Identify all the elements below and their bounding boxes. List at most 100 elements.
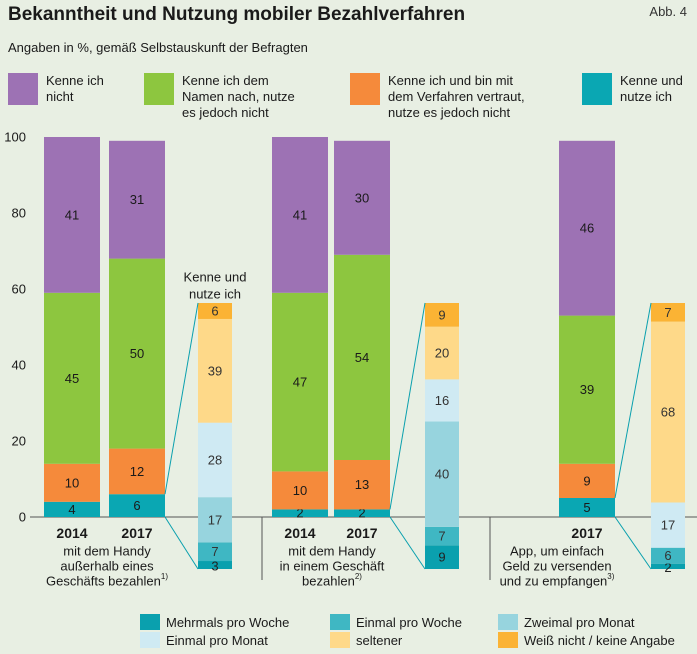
legend-item-einmal-monat: Einmal pro Monat: [140, 632, 268, 648]
bar-value-label: 2: [296, 506, 303, 521]
bar-value-label: 40: [435, 467, 449, 482]
legend-swatch: [498, 614, 518, 630]
detail-segment-einmal-monat: [425, 379, 459, 422]
bar-segment-kenne-vertraut: [272, 471, 328, 510]
detail-segment-einmal-woche: [425, 526, 459, 546]
detail-segment-seltener: [425, 326, 459, 380]
year-label: 2017: [346, 525, 377, 541]
legend-item-kenne-nutze: Kenne und nutze ich: [582, 73, 683, 105]
legend-swatch: [498, 632, 518, 648]
bar-segment-kenne-nicht: [334, 140, 390, 255]
detail-segment-mehrmals-woche: [651, 563, 685, 569]
bar-value-label: 46: [580, 221, 594, 236]
group-label: App, um einfach: [510, 544, 604, 559]
figure-reference: Abb. 4: [649, 4, 687, 19]
chart-subtitle: Angaben in %, gemäß Selbstauskunft der B…: [8, 40, 308, 55]
legend-label: Einmal pro Woche: [356, 614, 462, 630]
legend-swatch: [144, 73, 174, 105]
connector-line: [389, 516, 426, 570]
detail-segment-einmal-woche: [198, 542, 232, 562]
legend-item-mehrmals-woche: Mehrmals pro Woche: [140, 614, 289, 630]
group-label: mit dem Handy: [63, 544, 151, 559]
bar-value-label: 47: [293, 375, 307, 390]
bar-value-label: 50: [130, 346, 144, 361]
detail-segment-seltener: [198, 318, 232, 423]
footnote-marker: 3): [607, 572, 614, 581]
bar-value-label: 7: [664, 305, 671, 320]
bar-value-label: 17: [661, 518, 675, 533]
bar-value-label: 6: [664, 548, 671, 563]
legend-label: Zweimal pro Monat: [524, 614, 635, 630]
group-label: Geld zu versenden: [502, 559, 611, 574]
detail-segment-weiss-nicht: [651, 303, 685, 322]
bar-value-label: 12: [130, 464, 144, 479]
y-tick-label: 20: [12, 434, 26, 449]
connector-line: [164, 302, 199, 495]
bar-segment-kenne-nicht: [109, 140, 165, 259]
bar-value-label: 9: [438, 307, 445, 322]
detail-bar-title: nutze ich: [189, 287, 241, 302]
bar-value-label: 31: [130, 192, 144, 207]
legend-item-weiss-nicht: Weiß nicht / keine Angabe: [498, 632, 675, 648]
detail-segment-weiss-nicht: [198, 303, 232, 319]
bar-value-label: 13: [355, 477, 369, 492]
legend-swatch: [330, 632, 350, 648]
stacked-bar-chart: 0204060801004104541201461250312017371728…: [4, 130, 697, 589]
bar-segment-kenne-namen: [559, 315, 615, 464]
connector-line: [164, 516, 199, 570]
connector-line: [614, 516, 652, 570]
bar-value-label: 30: [355, 190, 369, 205]
legend-top: Kenne ich nicht Kenne ich dem Namen nach…: [0, 73, 697, 125]
legend-bottom: Mehrmals pro Woche Einmal pro Woche Zwei…: [140, 610, 697, 652]
bar-segment-kenne-nutze: [559, 498, 615, 517]
legend-label: Einmal pro Monat: [166, 632, 268, 648]
bar-segment-kenne-namen: [272, 292, 328, 472]
bar-value-label: 9: [438, 550, 445, 565]
detail-segment-zweimal-monat: [425, 421, 459, 527]
bar-value-label: 10: [65, 475, 79, 490]
chart-title: Bekanntheit und Nutzung mobiler Bezahlve…: [8, 4, 466, 25]
bar-segment-kenne-vertraut: [559, 463, 615, 498]
y-tick-label: 60: [12, 282, 26, 297]
detail-segment-mehrmals-woche: [425, 545, 459, 569]
bar-value-label: 6: [211, 303, 218, 318]
legend-label: Kenne ich und bin mit dem Verfahren vert…: [388, 73, 525, 120]
y-tick-label: 80: [12, 206, 26, 221]
bar-value-label: 41: [293, 207, 307, 222]
detail-segment-zweimal-monat: [198, 497, 232, 543]
legend-swatch: [330, 614, 350, 630]
bar-segment-kenne-namen: [334, 254, 390, 460]
year-label: 2014: [284, 525, 315, 541]
legend-item-seltener: seltener: [330, 632, 402, 648]
detail-bar-title: Kenne und: [184, 270, 247, 285]
group-label: und zu empfangen3): [500, 572, 615, 589]
y-tick-label: 0: [19, 510, 26, 525]
footnote-marker: 1): [161, 572, 168, 581]
bar-value-label: 45: [65, 371, 79, 386]
legend-label: Kenne ich dem Namen nach, nutze es jedoc…: [182, 73, 295, 120]
legend-item-kenne-namen: Kenne ich dem Namen nach, nutze es jedoc…: [144, 73, 295, 121]
bar-value-label: 2: [358, 506, 365, 521]
connector-line: [614, 302, 652, 499]
bar-value-label: 17: [208, 512, 222, 527]
bar-value-label: 10: [293, 483, 307, 498]
bar-value-label: 41: [65, 207, 79, 222]
group-label: Geschäfts bezahlen1): [46, 572, 168, 589]
bar-value-label: 7: [211, 544, 218, 559]
legend-swatch: [8, 73, 38, 105]
bar-segment-kenne-nicht: [559, 140, 615, 316]
bar-value-label: 20: [435, 346, 449, 361]
bar-segment-kenne-vertraut: [44, 463, 100, 502]
legend-label: Kenne und nutze ich: [620, 73, 683, 104]
year-label: 2017: [121, 525, 152, 541]
bar-value-label: 5: [583, 500, 590, 515]
legend-swatch: [582, 73, 612, 105]
bar-value-label: 9: [583, 473, 590, 488]
legend-label: Mehrmals pro Woche: [166, 614, 290, 630]
legend-item-kenne-nicht: Kenne ich nicht: [8, 73, 104, 105]
bar-segment-kenne-nutze: [334, 509, 390, 517]
bar-segment-kenne-namen: [44, 292, 100, 464]
bar-segment-kenne-vertraut: [109, 448, 165, 495]
bar-value-label: 7: [438, 529, 445, 544]
legend-swatch: [140, 632, 160, 648]
